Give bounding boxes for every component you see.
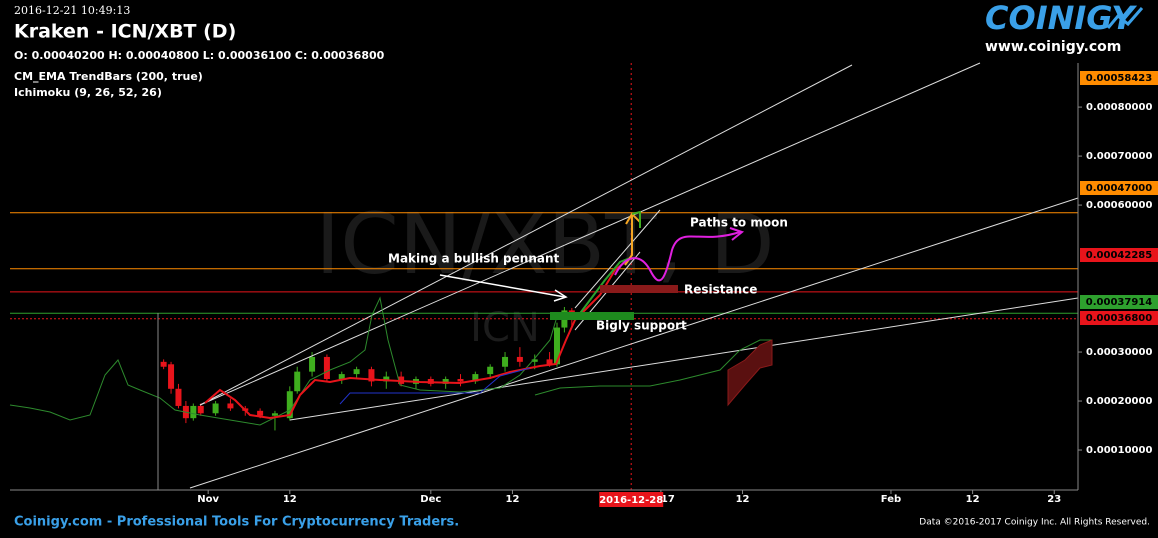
x-tick-label: Nov [197, 494, 219, 505]
candle-body [309, 356, 316, 372]
candle-body [294, 371, 301, 392]
x-tick-label: 23 [1047, 494, 1061, 505]
x-tick-label: Feb [881, 494, 901, 505]
annotation: Paths to moon [690, 216, 788, 230]
candle-body [197, 405, 204, 414]
watermark: ICN/XBT, D [315, 195, 774, 293]
price-label: 0.00047000 [1086, 183, 1152, 194]
ema [574, 257, 631, 321]
price-label-bg [1080, 71, 1158, 85]
trend-line [189, 197, 1079, 489]
y-tick-label: 0.00020000 [1086, 396, 1152, 407]
candle-body [257, 410, 264, 416]
trend-line [289, 297, 1079, 421]
trend-line [199, 64, 853, 406]
candle-body [502, 356, 509, 367]
candle-body [190, 405, 197, 419]
indicator: Ichimoku (9, 26, 52, 26) [14, 86, 162, 99]
arrow-head [729, 227, 745, 241]
arrow [631, 210, 641, 228]
annotation: Bigly support [596, 319, 687, 333]
trend-line [199, 62, 981, 406]
annotation-arrow [439, 274, 566, 298]
price-label: 0.00042285 [1086, 250, 1152, 261]
price-label-bg [1080, 181, 1158, 195]
candle-body [383, 376, 390, 382]
brand-url: www.coinigy.com [985, 39, 1121, 55]
price-label-bg [1080, 311, 1158, 325]
indicator: CM_EMA TrendBars (200, true) [14, 70, 203, 83]
cursor-label: 2016-12-28 [599, 495, 663, 506]
y-tick-label: 0.00060000 [1086, 200, 1152, 211]
logo-graph [1106, 7, 1144, 29]
trend-line [574, 209, 661, 309]
price-label: 0.00058423 [1086, 73, 1152, 84]
footer-left: Coinigy.com - Professional Tools For Cry… [14, 515, 459, 530]
candle-body [175, 388, 182, 406]
candle-body [368, 369, 375, 382]
timestamp: 2016-12-21 10:49:13 [14, 4, 130, 17]
cursor-label-bg [599, 492, 664, 507]
candle-body [516, 356, 523, 362]
brand-logo: COINIGY [985, 0, 1137, 37]
candle-body [323, 356, 330, 379]
candle-body [338, 374, 345, 379]
price-label-bg [1080, 295, 1158, 309]
annotation-arrow-head [553, 289, 568, 302]
candle-body [472, 374, 479, 382]
candle-body [487, 366, 494, 375]
candle-body [553, 327, 560, 365]
watermark-small: ICN [470, 305, 540, 351]
x-tick-label: 12 [505, 494, 519, 505]
x-tick-label: 12 [966, 494, 980, 505]
footer-right: Data ©2016-2017 Coinigy Inc. All Rights … [919, 518, 1150, 528]
x-tick-label: 12 [283, 494, 297, 505]
price-label-bg [1080, 248, 1158, 262]
candle-body [168, 364, 175, 389]
candle-body [212, 403, 219, 414]
candle-body [227, 403, 234, 409]
y-tick-label: 0.00070000 [1086, 151, 1152, 162]
price-label: 0.00037914 [1086, 297, 1152, 308]
price-label: 0.00036800 [1086, 313, 1152, 324]
cloud-line [534, 339, 772, 396]
ohlc: O: 0.00040200 H: 0.00040800 L: 0.0003610… [14, 49, 385, 62]
candle-body [442, 378, 449, 384]
y-tick-label: 0.00010000 [1086, 445, 1152, 456]
y-tick-label: 0.00030000 [1086, 347, 1152, 358]
candle-body [353, 369, 360, 375]
x-tick-label: 12 [736, 494, 750, 505]
annotation: Resistance [684, 283, 757, 297]
x-tick-label: Dec [420, 494, 441, 505]
candle-body [546, 359, 553, 365]
candle-body [457, 378, 464, 382]
drawings [9, 62, 1079, 490]
path-arrow [614, 231, 741, 282]
candle-body [160, 361, 167, 367]
resistance-zone [600, 285, 678, 293]
y-tick-label: 0.00080000 [1086, 102, 1152, 113]
arrow [624, 215, 633, 266]
candle-body [286, 391, 293, 419]
chart-title: Kraken - ICN/XBT (D) [14, 21, 236, 43]
annotation: Making a bullish pennant [388, 252, 560, 266]
candle-body [271, 413, 278, 416]
candle-body [531, 359, 538, 362]
support-zone [550, 312, 634, 320]
base-line [339, 367, 531, 405]
cloud [727, 339, 773, 407]
